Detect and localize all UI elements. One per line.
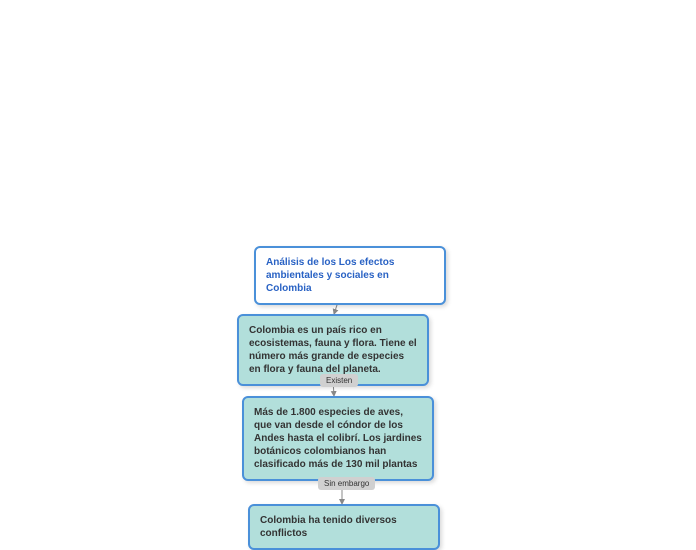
- label-text: Sin embargo: [324, 479, 369, 488]
- node-text: Análisis de los Los efectos ambientales …: [266, 257, 394, 294]
- connector-label-sin-embargo: Sin embargo: [318, 477, 375, 490]
- node-text: Colombia ha tenido diversos conflictos: [260, 515, 397, 539]
- node-species[interactable]: Más de 1.800 especies de aves, que van d…: [242, 396, 434, 481]
- connector-label-existen: Existen: [320, 374, 358, 387]
- node-analysis-title[interactable]: Análisis de los Los efectos ambientales …: [254, 246, 446, 305]
- node-text: Más de 1.800 especies de aves, que van d…: [254, 407, 422, 470]
- node-text: Colombia es un país rico en ecosistemas,…: [249, 325, 417, 375]
- node-conflicts[interactable]: Colombia ha tenido diversos conflictos: [248, 504, 440, 550]
- label-text: Existen: [326, 376, 352, 385]
